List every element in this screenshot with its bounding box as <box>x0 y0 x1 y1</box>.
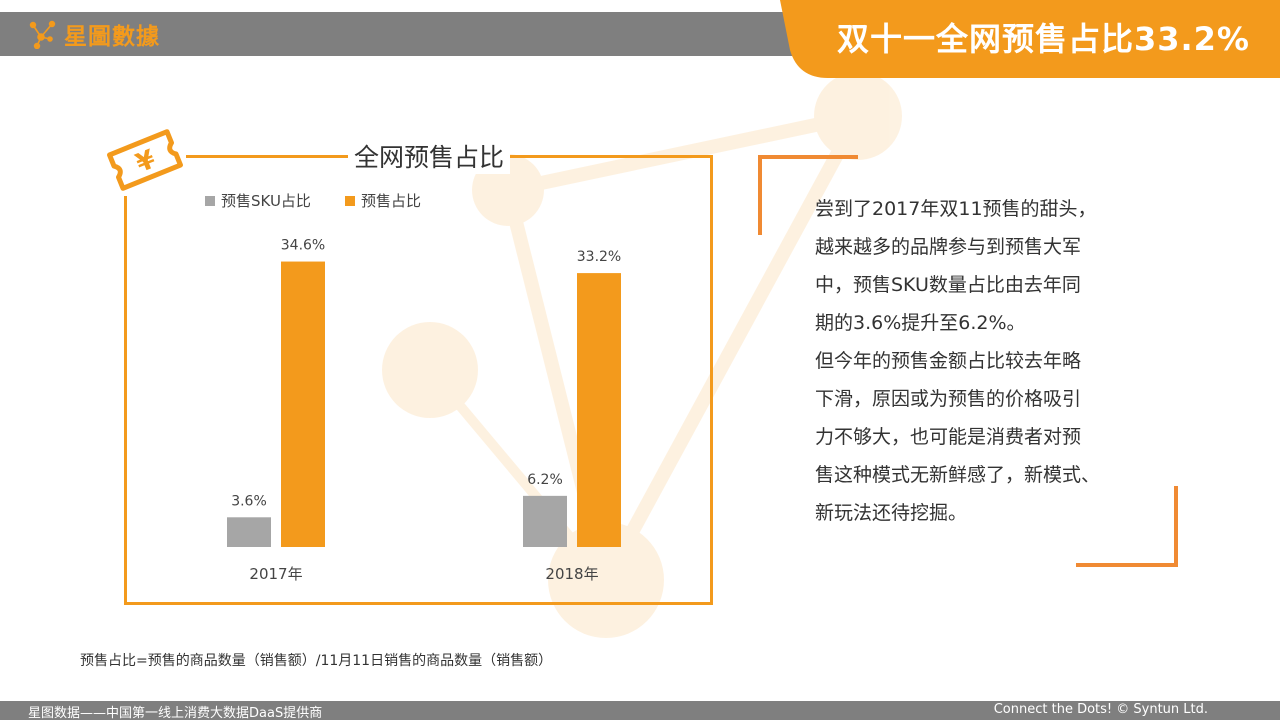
legend-swatch-gray <box>205 195 215 206</box>
legend-item-sku: 预售SKU占比 <box>205 190 311 211</box>
x-tick-label: 2017年 <box>249 565 302 583</box>
description-line: 力不够大，也可能是消费者对预 <box>815 426 1082 448</box>
bar-sku-0 <box>227 517 271 547</box>
chart-legend: 预售SKU占比 预售占比 <box>205 190 455 211</box>
legend-swatch-orange <box>344 195 355 206</box>
data-label: 6.2% <box>527 472 563 488</box>
logo-dots-icon <box>29 20 56 49</box>
corner-bracket-top-h <box>758 155 858 159</box>
corner-bracket-top-v <box>758 155 762 235</box>
description-line: 中，预售SKU数量占比由去年同 <box>815 274 1081 296</box>
legend-item-presale: 预售占比 <box>344 190 421 211</box>
description-line: 新玩法还待挖掘。 <box>815 502 968 524</box>
data-label: 3.6% <box>231 493 267 509</box>
description-line: 期的3.6%提升至6.2%。 <box>815 312 1026 334</box>
description-line: 售这种模式无新鲜感了，新模式、 <box>815 464 1101 486</box>
title-tab <box>780 0 1280 78</box>
bar-presale-1 <box>577 273 621 547</box>
footer-copyright: Connect the Dots! © Syntun Ltd. <box>993 702 1208 717</box>
chart-title: 全网预售占比 <box>348 138 511 174</box>
corner-bracket-bottom-h <box>1076 563 1178 567</box>
legend-label-presale: 预售占比 <box>360 192 421 210</box>
description-text: 尝到了2017年双11预售的甜头， 越来越多的品牌参与到预售大军 中，预售SKU… <box>815 190 1135 532</box>
corner-bracket-bottom-v <box>1174 486 1178 567</box>
description-line: 下滑，原因或为预售的价格吸引 <box>815 388 1082 410</box>
data-label: 34.6% <box>281 238 325 254</box>
data-label: 33.2% <box>577 249 621 265</box>
description-line: 越来越多的品牌参与到预售大军 <box>815 236 1082 258</box>
description-line: 但今年的预售金额占比较去年略 <box>815 350 1082 372</box>
legend-label-sku: 预售SKU占比 <box>221 192 311 210</box>
footnote: 预售占比=预售的商品数量（销售额）/11月11日销售的商品数量（销售额） <box>80 653 553 669</box>
page-title: 双十一全网预售占比33.2% <box>836 20 1250 58</box>
description-line: 尝到了2017年双11预售的甜头， <box>815 198 1097 220</box>
ticket-yen-icon: ¥ <box>104 124 186 196</box>
bar-sku-1 <box>523 495 567 547</box>
logo-text: 星圖數據 <box>64 24 160 50</box>
x-tick-label: 2018年 <box>545 565 598 583</box>
footer-bar: 星图数据——中国第一线上消费大数据DaaS提供商 Connect the Dot… <box>0 701 1280 720</box>
bar-presale-0 <box>281 261 325 547</box>
footer-tagline: 星图数据——中国第一线上消费大数据DaaS提供商 <box>28 706 323 720</box>
logo: 星圖數據 <box>28 16 160 52</box>
